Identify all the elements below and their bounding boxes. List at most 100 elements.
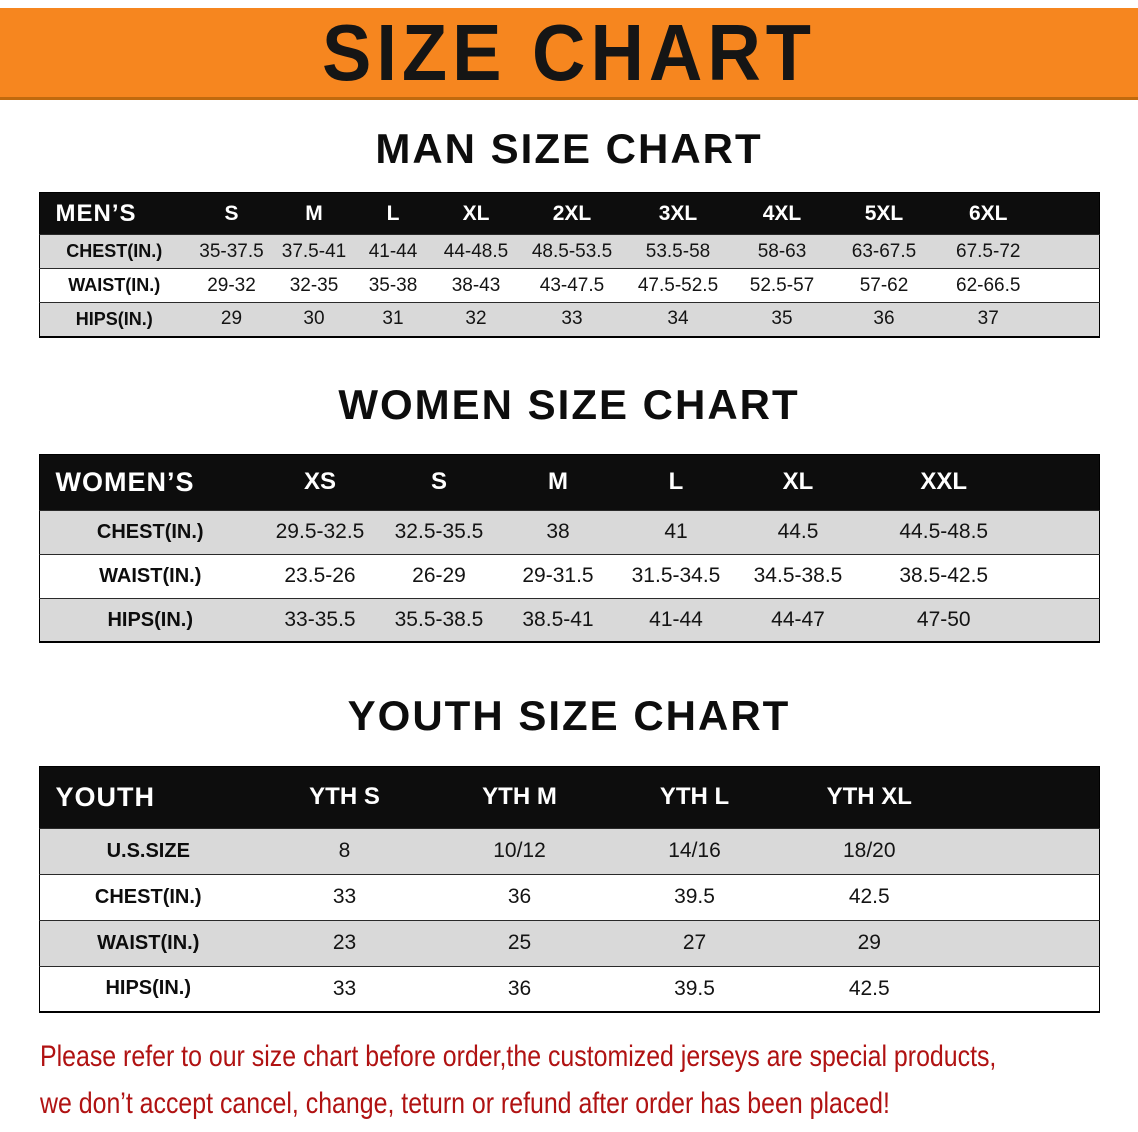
size-column-header: YTH XL: [782, 766, 1099, 829]
row-label-cell: CHEST(IN.): [39, 873, 257, 921]
size-value-cell: 32-35: [274, 268, 354, 303]
table-header-row: MEN’S S M L XL 2XL 3XL 4XL 5XL 6XL: [39, 192, 1099, 235]
size-value-cell: 35: [732, 302, 832, 337]
size-column-header: YTH L: [607, 766, 782, 829]
size-value-cell: 14/16: [607, 827, 782, 875]
size-value-cell: 53.5-58: [624, 234, 732, 269]
size-column-header: XL: [432, 192, 520, 235]
size-value-cell: 29-31.5: [499, 553, 617, 599]
size-value-cell: 33: [257, 965, 432, 1013]
row-label-cell: CHEST(IN.): [39, 509, 261, 555]
size-chart-title: SIZE CHART: [322, 7, 816, 98]
disclaimer: Please refer to our size chart before or…: [40, 1033, 1138, 1127]
table-row: CHEST(IN.) 29.5-32.5 32.5-35.5 38 41 44.5 44.5…: [39, 509, 1099, 555]
size-value-cell: 39.5: [607, 965, 782, 1013]
size-value-cell: 33: [257, 873, 432, 921]
row-label-cell: HIPS(IN.): [39, 302, 189, 337]
size-value-cell: 38.5-42.5: [861, 553, 1099, 599]
size-value-cell: 62-66.5: [936, 268, 1099, 303]
row-label-cell: WAIST(IN.): [39, 268, 189, 303]
size-value-cell: 27: [607, 919, 782, 967]
table-title-cell: WOMEN’S: [39, 454, 261, 511]
size-value-cell: 33-35.5: [261, 597, 379, 643]
size-value-cell: 37: [936, 302, 1099, 337]
table-header-row: YOUTH YTH S YTH M YTH L YTH XL: [39, 766, 1099, 829]
size-column-header: L: [617, 454, 735, 511]
table-row: HIPS(IN.) 33 36 39.5 42.5: [39, 965, 1099, 1013]
size-chart-banner: SIZE CHART: [0, 8, 1138, 100]
size-value-cell: 44.5: [735, 509, 861, 555]
size-value-cell: 38-43: [432, 268, 520, 303]
size-column-header: XL: [735, 454, 861, 511]
size-column-header: 4XL: [732, 192, 832, 235]
size-value-cell: 38.5-41: [499, 597, 617, 643]
table-row: CHEST(IN.) 35-37.5 37.5-41 41-44 44-48.5 48.5…: [39, 234, 1099, 269]
size-value-cell: 29-32: [189, 268, 274, 303]
size-value-cell: 32.5-35.5: [379, 509, 499, 555]
size-column-header: 3XL: [624, 192, 732, 235]
size-value-cell: 8: [257, 827, 432, 875]
youth-size-chart-section: YOUTH SIZE CHART YOUTH YTH S YTH M YTH L YTH…: [0, 692, 1138, 1014]
table-title-cell: YOUTH: [39, 766, 257, 829]
size-value-cell: 18/20: [782, 827, 1099, 875]
size-column-header: XXL: [861, 454, 1099, 511]
size-value-cell: 37.5-41: [274, 234, 354, 269]
size-value-cell: 25: [432, 919, 607, 967]
size-column-header: 5XL: [832, 192, 936, 235]
size-value-cell: 44-48.5: [432, 234, 520, 269]
youth-size-chart-heading: YOUTH SIZE CHART: [347, 692, 791, 740]
size-value-cell: 47-50: [861, 597, 1099, 643]
size-value-cell: 41-44: [617, 597, 735, 643]
size-value-cell: 47.5-52.5: [624, 268, 732, 303]
table-row: U.S.SIZE 8 10/12 14/16 18/20: [39, 827, 1099, 875]
size-value-cell: 23: [257, 919, 432, 967]
size-value-cell: 33: [520, 302, 624, 337]
size-value-cell: 35-37.5: [189, 234, 274, 269]
youth-size-table: YOUTH YTH S YTH M YTH L YTH XL U.S.SIZE 8 10/12…: [38, 765, 1100, 1014]
women-size-chart-heading: WOMEN SIZE CHART: [338, 380, 800, 428]
size-value-cell: 42.5: [782, 873, 1099, 921]
row-label-cell: WAIST(IN.): [39, 553, 261, 599]
size-value-cell: 39.5: [607, 873, 782, 921]
size-column-header: 6XL: [936, 192, 1099, 235]
size-value-cell: 58-63: [732, 234, 832, 269]
size-value-cell: 31.5-34.5: [617, 553, 735, 599]
size-column-header: YTH M: [432, 766, 607, 829]
size-value-cell: 34: [624, 302, 732, 337]
women-size-chart-section: WOMEN SIZE CHART WOMEN’S XS S M L XL XXL CHEST(…: [0, 380, 1138, 644]
table-row: CHEST(IN.) 33 36 39.5 42.5: [39, 873, 1099, 921]
table-row: HIPS(IN.) 29 30 31 32 33 34 35 36 37: [39, 302, 1099, 337]
size-column-header: S: [189, 192, 274, 235]
size-value-cell: 67.5-72: [936, 234, 1099, 269]
size-column-header: YTH S: [257, 766, 432, 829]
size-value-cell: 26-29: [379, 553, 499, 599]
size-value-cell: 48.5-53.5: [520, 234, 624, 269]
size-column-header: M: [274, 192, 354, 235]
size-column-header: L: [354, 192, 432, 235]
size-value-cell: 43-47.5: [520, 268, 624, 303]
size-value-cell: 34.5-38.5: [735, 553, 861, 599]
size-value-cell: 35.5-38.5: [379, 597, 499, 643]
size-value-cell: 35-38: [354, 268, 432, 303]
size-value-cell: 41: [617, 509, 735, 555]
size-value-cell: 29: [189, 302, 274, 337]
size-value-cell: 32: [432, 302, 520, 337]
size-value-cell: 44.5-48.5: [861, 509, 1099, 555]
size-column-header: 2XL: [520, 192, 624, 235]
size-value-cell: 31: [354, 302, 432, 337]
table-row: WAIST(IN.) 23 25 27 29: [39, 919, 1099, 967]
size-value-cell: 52.5-57: [732, 268, 832, 303]
size-value-cell: 63-67.5: [832, 234, 936, 269]
women-size-table: WOMEN’S XS S M L XL XXL CHEST(IN.) 29.5-32.5 32.5…: [38, 453, 1100, 644]
size-value-cell: 23.5-26: [261, 553, 379, 599]
size-value-cell: 30: [274, 302, 354, 337]
disclaimer-line-1: Please refer to our size chart before or…: [40, 1040, 997, 1074]
size-value-cell: 41-44: [354, 234, 432, 269]
size-value-cell: 36: [832, 302, 936, 337]
table-row: HIPS(IN.) 33-35.5 35.5-38.5 38.5-41 41-44 44-…: [39, 597, 1099, 643]
row-label-cell: U.S.SIZE: [39, 827, 257, 875]
row-label-cell: WAIST(IN.): [39, 919, 257, 967]
size-value-cell: 36: [432, 873, 607, 921]
man-size-chart-section: MAN SIZE CHART MEN’S S M L XL 2XL 3XL 4XL 5XL 6XL…: [0, 125, 1138, 338]
disclaimer-line-2: we don’t accept cancel, change, teturn o…: [40, 1087, 890, 1121]
